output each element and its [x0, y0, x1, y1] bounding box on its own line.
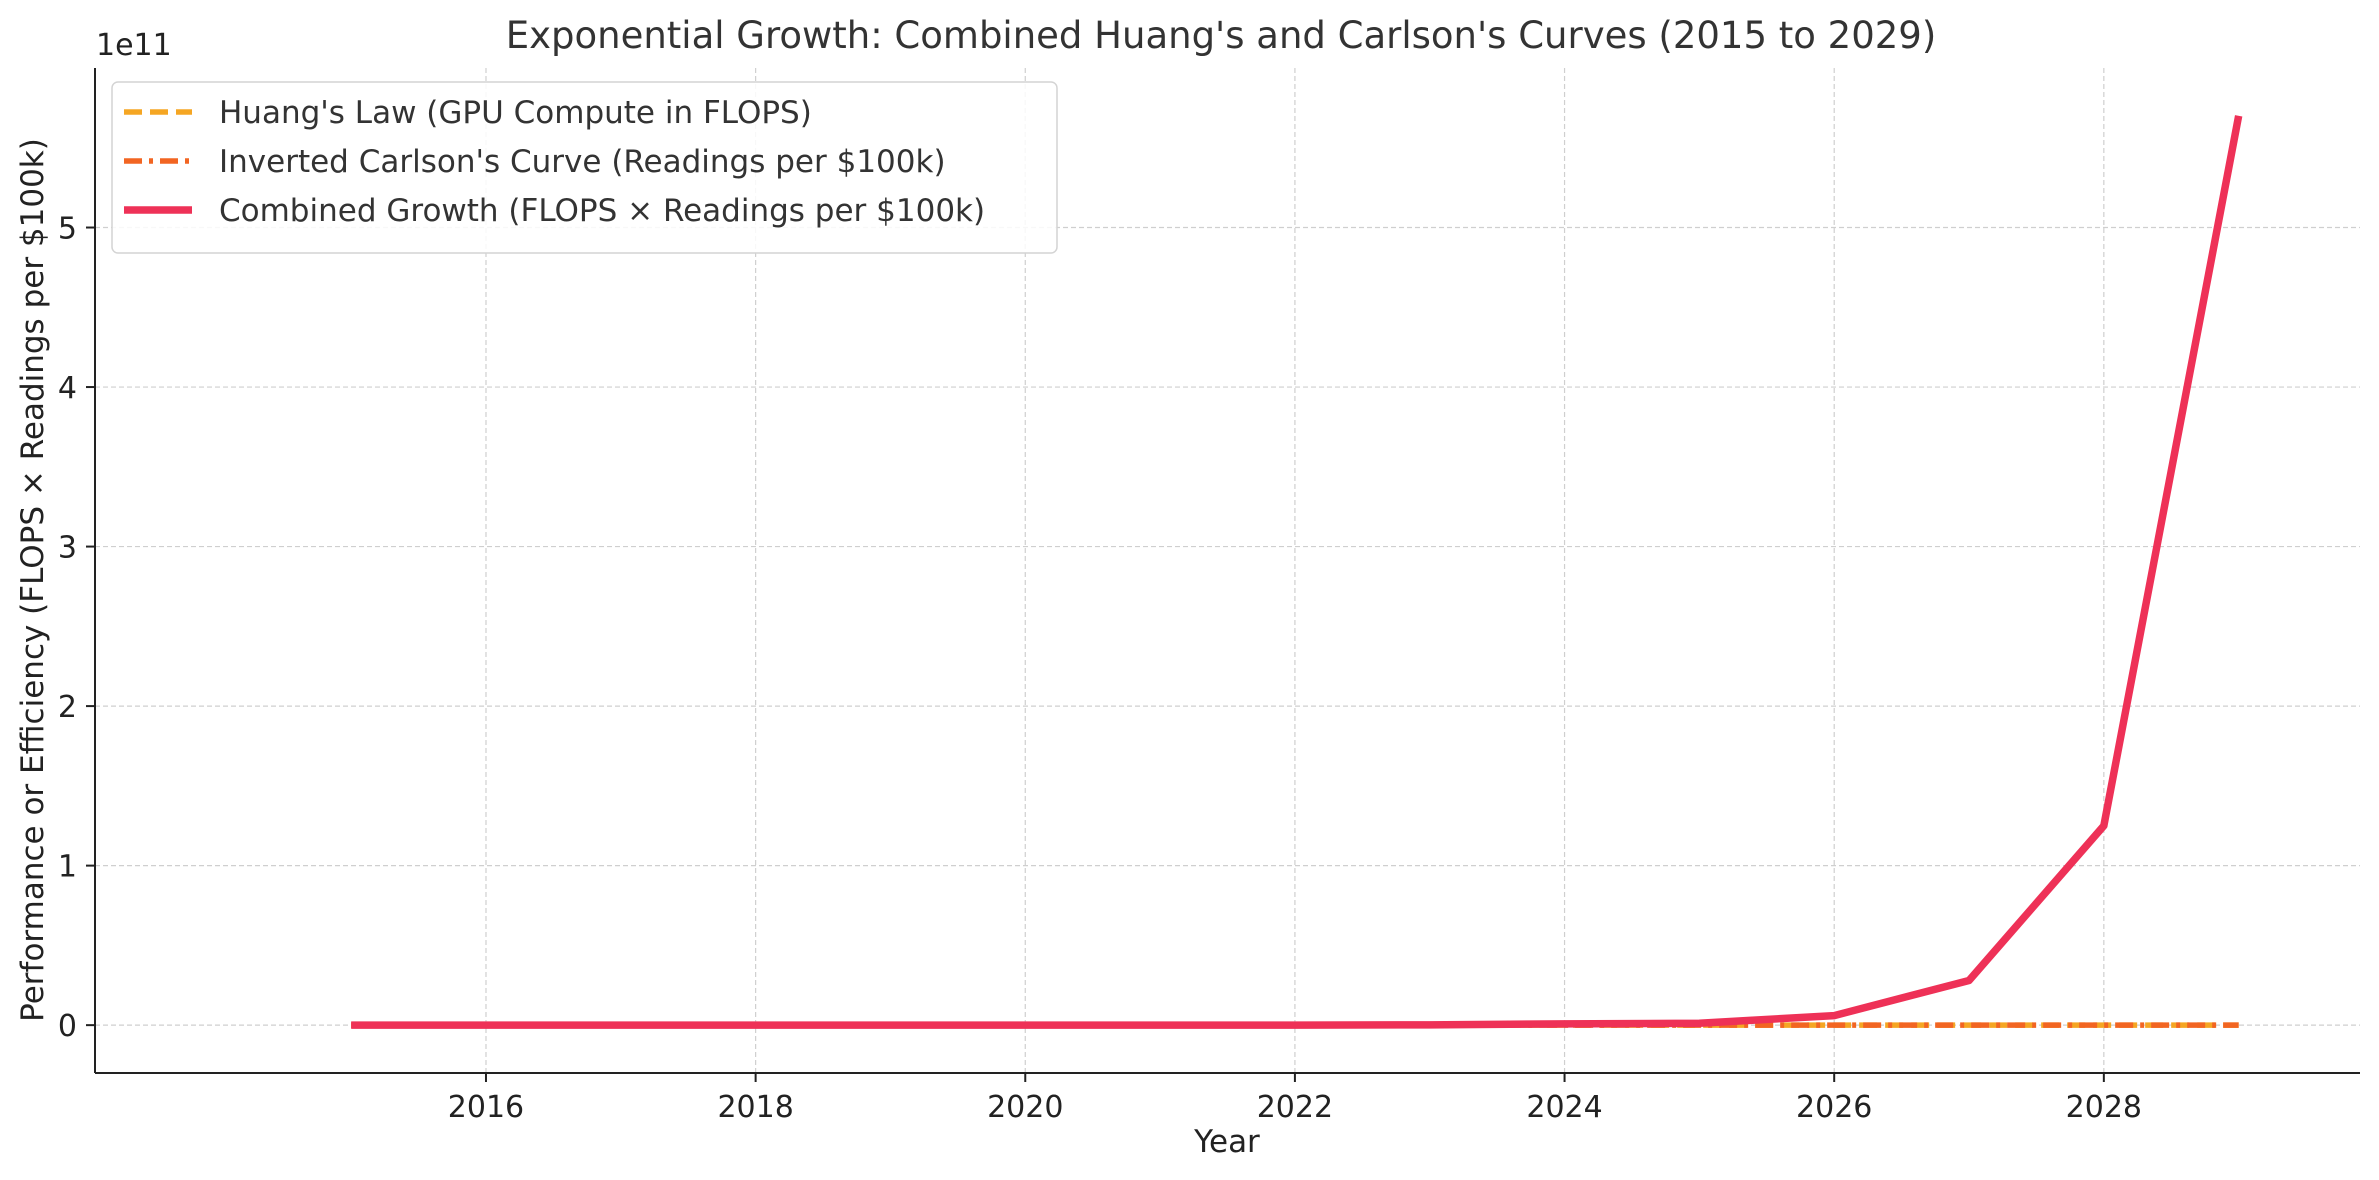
legend-label: Huang's Law (GPU Compute in FLOPS) — [219, 95, 812, 131]
x-tick-label: 2018 — [717, 1090, 793, 1125]
y-tick-label: 4 — [58, 371, 77, 406]
x-tick-label: 2022 — [1257, 1090, 1333, 1125]
axes-layer: 2016 2018 2020 2022 2024 2026 2028 0 1 2 3 4 5 — [58, 68, 2360, 1125]
series-line-3 — [351, 115, 2243, 1029]
x-tick-label: 2024 — [1526, 1090, 1602, 1125]
chart-title: Exponential Growth: Combined Huang's and… — [506, 14, 1937, 57]
x-tick-label: 2028 — [2066, 1090, 2142, 1125]
x-tick-label: 2020 — [987, 1090, 1063, 1125]
y-tick-label: 2 — [58, 690, 77, 725]
y-tick-label: 5 — [58, 212, 77, 247]
y-axis-label: Performance or Efficiency (FLOPS × Readi… — [15, 138, 51, 1022]
x-tick-label: 2026 — [1796, 1090, 1872, 1125]
x-axis-label: Year — [1193, 1124, 1260, 1160]
x-tick-label: 2016 — [448, 1090, 524, 1125]
y-tick-label: 3 — [58, 531, 77, 566]
legend-label: Combined Growth (FLOPS × Readings per $1… — [219, 193, 985, 229]
legend: Huang's Law (GPU Compute in FLOPS) Invert… — [111, 81, 1058, 254]
y-tick-label: 0 — [58, 1009, 77, 1044]
y-tick-label: 1 — [58, 850, 77, 885]
y-offset-label: 1e11 — [96, 28, 172, 63]
legend-label: Inverted Carlson's Curve (Readings per $… — [219, 144, 946, 180]
series-layer — [351, 115, 2243, 1029]
legend-box — [111, 81, 1058, 254]
